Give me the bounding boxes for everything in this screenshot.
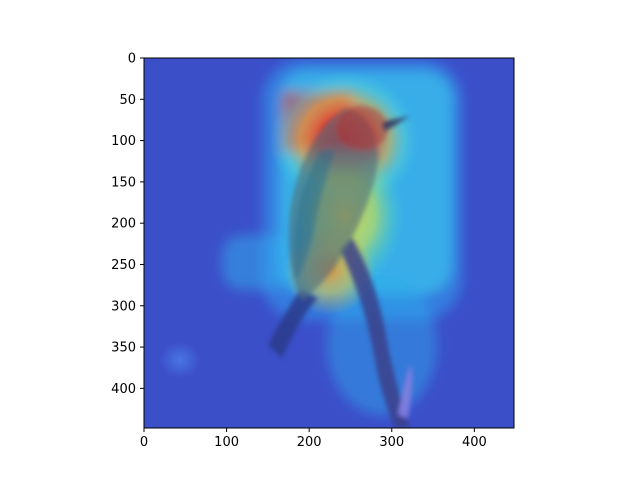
x-axis: 0 100 200 300 400 bbox=[140, 428, 487, 450]
x-tick-label: 300 bbox=[379, 435, 404, 450]
branch bbox=[340, 238, 410, 428]
bird-body bbox=[288, 108, 379, 300]
heatmap-low-spot bbox=[160, 342, 200, 378]
y-tick-label: 300 bbox=[111, 299, 136, 314]
branch-tip bbox=[398, 365, 413, 418]
bird-beak bbox=[382, 116, 410, 132]
bird-tail bbox=[268, 290, 318, 358]
x-tick-label: 400 bbox=[462, 435, 487, 450]
bird-wing bbox=[293, 150, 335, 280]
y-tick-label: 250 bbox=[111, 258, 136, 273]
y-tick-label: 50 bbox=[119, 93, 136, 108]
y-tick-label: 400 bbox=[111, 382, 136, 397]
heatmap-image bbox=[144, 58, 514, 428]
y-tick-label: 200 bbox=[111, 217, 136, 232]
bird-photo bbox=[268, 106, 413, 428]
plot-frame bbox=[143, 57, 515, 429]
x-tick-label: 0 bbox=[140, 435, 148, 450]
x-tick-label: 100 bbox=[214, 435, 239, 450]
y-tick-label: 150 bbox=[111, 175, 136, 190]
bird-head bbox=[336, 106, 388, 150]
y-tick-label: 350 bbox=[111, 341, 136, 356]
heatmap-left-lobe bbox=[222, 235, 292, 290]
y-tick-label: 0 bbox=[128, 52, 136, 67]
y-axis: 0 50 100 150 200 250 300 350 400 bbox=[111, 52, 144, 397]
x-tick-label: 200 bbox=[297, 435, 322, 450]
y-tick-label: 100 bbox=[111, 134, 136, 149]
